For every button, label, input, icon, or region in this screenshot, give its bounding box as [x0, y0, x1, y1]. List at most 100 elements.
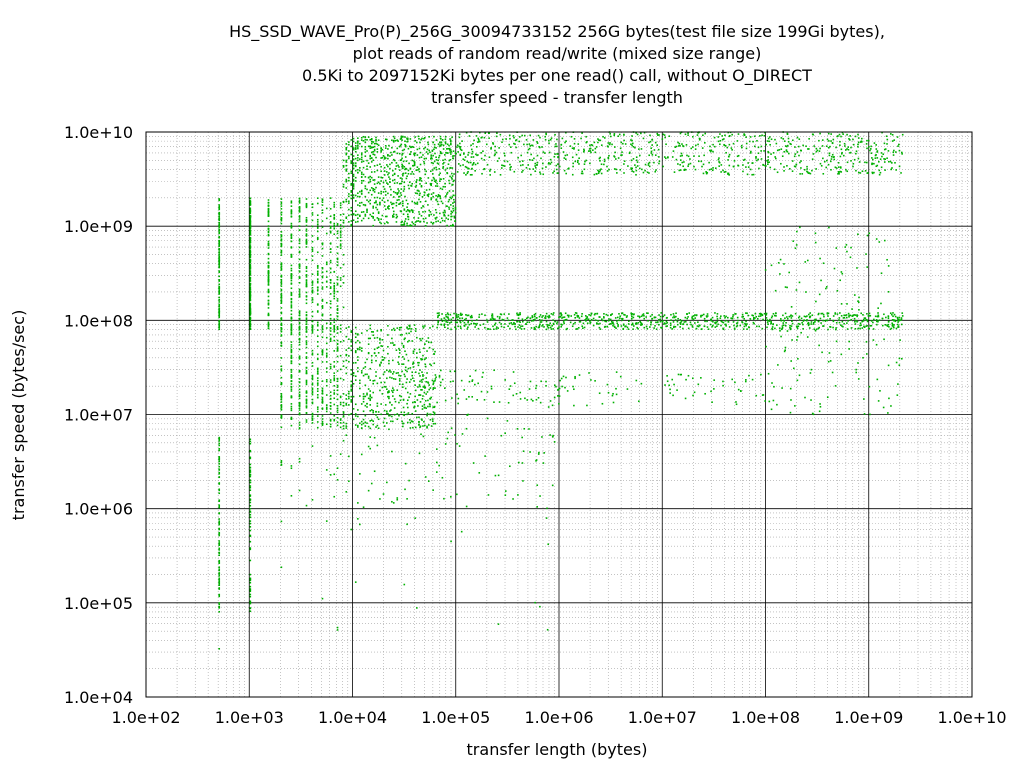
data-point: [387, 173, 389, 176]
data-point: [439, 141, 441, 144]
data-point: [526, 143, 528, 146]
data-point: [311, 255, 314, 257]
data-point: [807, 324, 810, 327]
data-point: [667, 156, 669, 158]
data-point: [305, 412, 308, 414]
data-point: [460, 379, 463, 382]
data-point: [372, 217, 375, 219]
data-point: [384, 147, 387, 149]
data-point: [647, 320, 649, 322]
data-point: [290, 282, 293, 285]
data-point: [825, 145, 828, 147]
data-point: [399, 202, 402, 204]
data-point: [392, 202, 394, 205]
data-point: [503, 160, 506, 162]
data-point: [727, 131, 730, 134]
data-point: [549, 138, 552, 141]
data-point: [305, 206, 308, 209]
data-point: [392, 169, 394, 172]
data-point: [651, 317, 654, 320]
data-point: [280, 330, 283, 333]
data-point: [376, 402, 379, 405]
data-point: [408, 381, 411, 383]
data-point: [357, 220, 359, 223]
data-point: [476, 154, 478, 157]
data-point: [873, 171, 875, 174]
data-point: [333, 282, 336, 285]
data-point: [354, 180, 357, 182]
data-point: [613, 325, 616, 328]
data-point: [311, 206, 314, 209]
data-point: [321, 300, 324, 302]
data-point: [558, 402, 560, 405]
data-point: [393, 413, 396, 416]
data-point: [280, 322, 283, 325]
data-point: [298, 312, 301, 315]
data-point: [846, 170, 849, 173]
data-point: [507, 401, 510, 404]
data-point: [405, 160, 408, 162]
data-point: [414, 186, 417, 188]
data-point: [872, 328, 875, 330]
data-point: [780, 319, 783, 322]
data-point: [865, 161, 868, 164]
data-point: [429, 327, 431, 329]
data-point: [249, 442, 252, 445]
data-point: [394, 191, 397, 194]
data-point: [623, 160, 626, 162]
data-point: [427, 480, 430, 482]
data-point: [280, 324, 283, 326]
data-point: [370, 146, 373, 149]
data-point: [249, 316, 252, 319]
data-point: [352, 164, 355, 166]
data-point: [218, 236, 221, 239]
data-point: [710, 168, 713, 170]
data-point: [280, 344, 283, 347]
data-point: [849, 152, 851, 154]
data-point: [218, 245, 221, 247]
data-point: [249, 244, 252, 246]
data-point: [553, 384, 556, 387]
data-point: [656, 321, 659, 324]
data-point: [267, 295, 270, 298]
data-point: [360, 136, 363, 139]
data-point: [895, 151, 897, 153]
data-point: [786, 144, 789, 147]
data-point: [249, 304, 252, 306]
data-point: [802, 144, 804, 147]
data-point: [391, 161, 393, 164]
data-point: [606, 165, 608, 168]
data-point: [333, 365, 336, 367]
data-point: [837, 170, 840, 173]
data-point: [333, 201, 336, 204]
data-point: [423, 403, 426, 406]
data-point: [394, 168, 397, 170]
data-point: [450, 151, 453, 153]
data-point: [430, 170, 432, 173]
data-point: [581, 313, 583, 315]
data-point: [333, 227, 336, 230]
data-point: [398, 380, 401, 382]
data-point: [897, 321, 899, 323]
data-point: [249, 578, 252, 581]
data-point: [605, 320, 608, 323]
data-point: [850, 160, 852, 162]
data-point: [398, 363, 400, 365]
data-point: [442, 163, 444, 165]
data-point: [348, 455, 350, 458]
data-point: [316, 227, 319, 229]
data-point: [806, 171, 809, 173]
data-point: [697, 160, 700, 163]
data-point: [316, 368, 319, 371]
data-point: [603, 137, 606, 139]
data-point: [387, 153, 389, 156]
data-point: [819, 162, 822, 165]
data-point: [419, 178, 421, 181]
data-point: [441, 476, 444, 479]
data-point: [427, 381, 429, 383]
data-point: [280, 239, 283, 242]
data-point: [452, 190, 454, 192]
data-point: [379, 363, 381, 366]
data-point: [534, 166, 537, 169]
data-point: [892, 151, 895, 154]
